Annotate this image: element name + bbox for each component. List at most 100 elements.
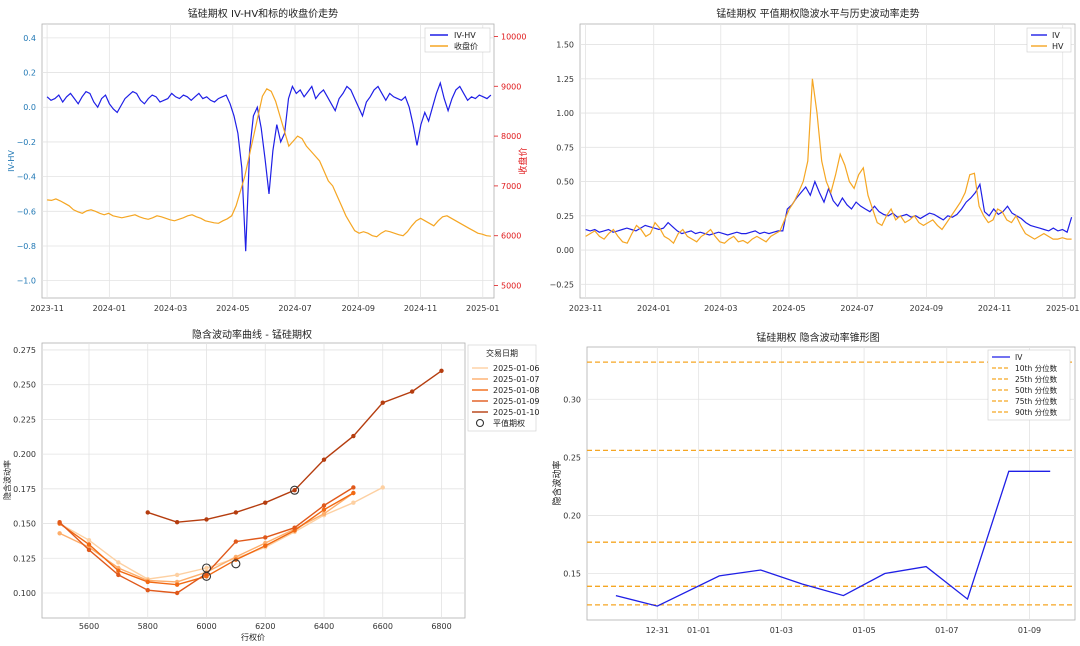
atm-marker — [290, 485, 300, 495]
smile-point — [86, 542, 92, 547]
smile-point — [204, 517, 209, 522]
plot-area — [579, 23, 1076, 299]
y-tick-label: 0.100 — [13, 589, 36, 598]
smile-point — [292, 525, 297, 530]
y2-tick-label: 6000 — [501, 232, 521, 241]
y-tick-label: −0.6 — [17, 207, 36, 216]
x-tick-label: 2024-09 — [342, 304, 375, 313]
plot-area — [41, 23, 495, 299]
y-tick-label: 0.50 — [556, 178, 574, 187]
y-tick-label: −1.0 — [17, 277, 36, 286]
x-tick-label: 01-03 — [770, 626, 793, 635]
x-tick-label: 6400 — [314, 622, 334, 631]
smile-point — [145, 579, 150, 585]
legend-label-iv-hv: IV-HV — [454, 31, 476, 40]
y-tick-label: 0.200 — [13, 450, 36, 459]
y-tick-label: 0.25 — [556, 212, 574, 221]
x-tick-label: 2023-11 — [30, 304, 63, 313]
smile-point — [351, 433, 356, 439]
grid — [587, 347, 1075, 620]
y2-tick-label: 10000 — [501, 32, 526, 41]
x-tick-label: 5800 — [138, 622, 158, 631]
x-axis-ticks: 12-31 01-01 01-03 01-05 01-07 01-09 — [646, 626, 1041, 635]
smile-point — [174, 572, 180, 578]
legend-label-hv: HV — [1052, 42, 1064, 51]
x-tick-label: 2024-07 — [278, 304, 311, 313]
y-tick-label: 0.15 — [563, 570, 581, 579]
x-tick-label: 2024-09 — [910, 304, 943, 313]
smile-point — [321, 511, 327, 517]
x-tick-label: 2024-03 — [704, 304, 737, 313]
legend-label: IV — [1015, 353, 1023, 362]
smile-point — [116, 572, 121, 578]
chart-iv-cone: 锰硅期权 隐含波动率锥形图 12-31 01-01 01-03 01-05 01-07 0… — [551, 331, 1076, 635]
smile-point — [233, 539, 239, 544]
x-tick-label: 01-07 — [935, 626, 958, 635]
series-lines — [46, 80, 492, 252]
smile-point — [351, 500, 356, 505]
x-tick-label: 01-01 — [687, 626, 710, 635]
legend-label: 90th 分位数 — [1015, 407, 1058, 417]
y-tick-label: 0.275 — [13, 346, 36, 355]
atm-marker — [231, 559, 241, 569]
x-tick-label: 2024-11 — [404, 304, 437, 313]
y-axis-ticks: 1.50 1.25 1.00 0.75 0.50 0.25 0.00 −0.25 — [549, 41, 574, 290]
chart-title: 锰硅期权 隐含波动率锥形图 — [756, 331, 879, 344]
y-tick-label: 1.00 — [556, 109, 574, 118]
smile-point — [439, 368, 444, 373]
smile-point — [263, 500, 268, 505]
y-tick-label: 0.225 — [13, 415, 36, 424]
legend-label: 75th 分位数 — [1015, 396, 1058, 406]
y-tick-label: 0.75 — [556, 143, 574, 152]
x-tick-label: 2024-05 — [772, 304, 805, 313]
y2-tick-label: 5000 — [501, 282, 521, 291]
y2-tick-label: 9000 — [501, 82, 521, 91]
x-tick-label: 2023-11 — [569, 304, 602, 313]
series-line-0 — [46, 80, 492, 252]
x-tick-label: 6200 — [255, 622, 275, 631]
y-tick-label: −0.4 — [17, 173, 36, 182]
series-line-1 — [585, 78, 1072, 245]
x-tick-label: 2025-01 — [1046, 304, 1079, 313]
legend-label-iv: IV — [1052, 31, 1060, 40]
legend-label: 25th 分位数 — [1015, 374, 1058, 384]
y-axis-ticks: 0.4 0.2 0.0 −0.2 −0.4 −0.6 −0.8 −1.0 — [17, 34, 36, 286]
x-tick-label: 5600 — [79, 622, 99, 631]
smile-point — [351, 490, 356, 496]
x-tick-label: 2025-01 — [466, 304, 499, 313]
x-tick-label: 12-31 — [646, 626, 669, 635]
y-axis-ticks: 0.275 0.250 0.225 0.200 0.175 0.150 0.125 0.100 — [13, 346, 36, 598]
smile-point — [145, 510, 150, 515]
smile-point — [204, 565, 209, 571]
legend-label-price: 收盘价 — [454, 41, 478, 51]
x-tick-label: 2024-01 — [93, 304, 126, 313]
smile-point — [86, 538, 92, 543]
y-tick-label: −0.25 — [549, 280, 574, 289]
plot-area — [41, 342, 466, 619]
y-axis-label: 隐含波动率 — [551, 460, 563, 505]
y-tick-label: 0.25 — [563, 453, 581, 462]
y-axis-label: IV-HV — [7, 150, 16, 172]
y-tick-label: −0.2 — [17, 138, 36, 147]
y-axis-ticks: 0.30 0.25 0.20 0.15 — [563, 395, 581, 578]
smile-point — [321, 503, 327, 508]
smile-point — [233, 510, 239, 515]
smile-point — [174, 582, 180, 587]
y-tick-label: 0.20 — [563, 511, 581, 520]
iv-line — [615, 470, 1051, 607]
legend-label: 2025-01-07 — [493, 375, 540, 384]
chart-atm-iv-hv: 锰硅期权 平值期权隐波水平与历史波动率走势 2023-11 2024-01 2024… — [549, 7, 1079, 313]
x-tick-label: 6600 — [373, 622, 393, 631]
y-tick-label: 0.4 — [23, 34, 36, 43]
x-tick-label: 2024-05 — [216, 304, 249, 313]
y-tick-label: 1.50 — [556, 41, 574, 50]
quantile-lines — [587, 361, 1075, 606]
smile-point — [292, 488, 297, 493]
y-tick-label: 0.125 — [13, 554, 36, 563]
smile-point — [145, 588, 150, 593]
y-tick-label: 0.250 — [13, 381, 36, 390]
series-line-1 — [47, 87, 491, 238]
y2-axis-label: 收盘价 — [517, 147, 529, 174]
smile-line-2025-01-06 — [59, 486, 384, 580]
smile-point — [86, 547, 92, 553]
